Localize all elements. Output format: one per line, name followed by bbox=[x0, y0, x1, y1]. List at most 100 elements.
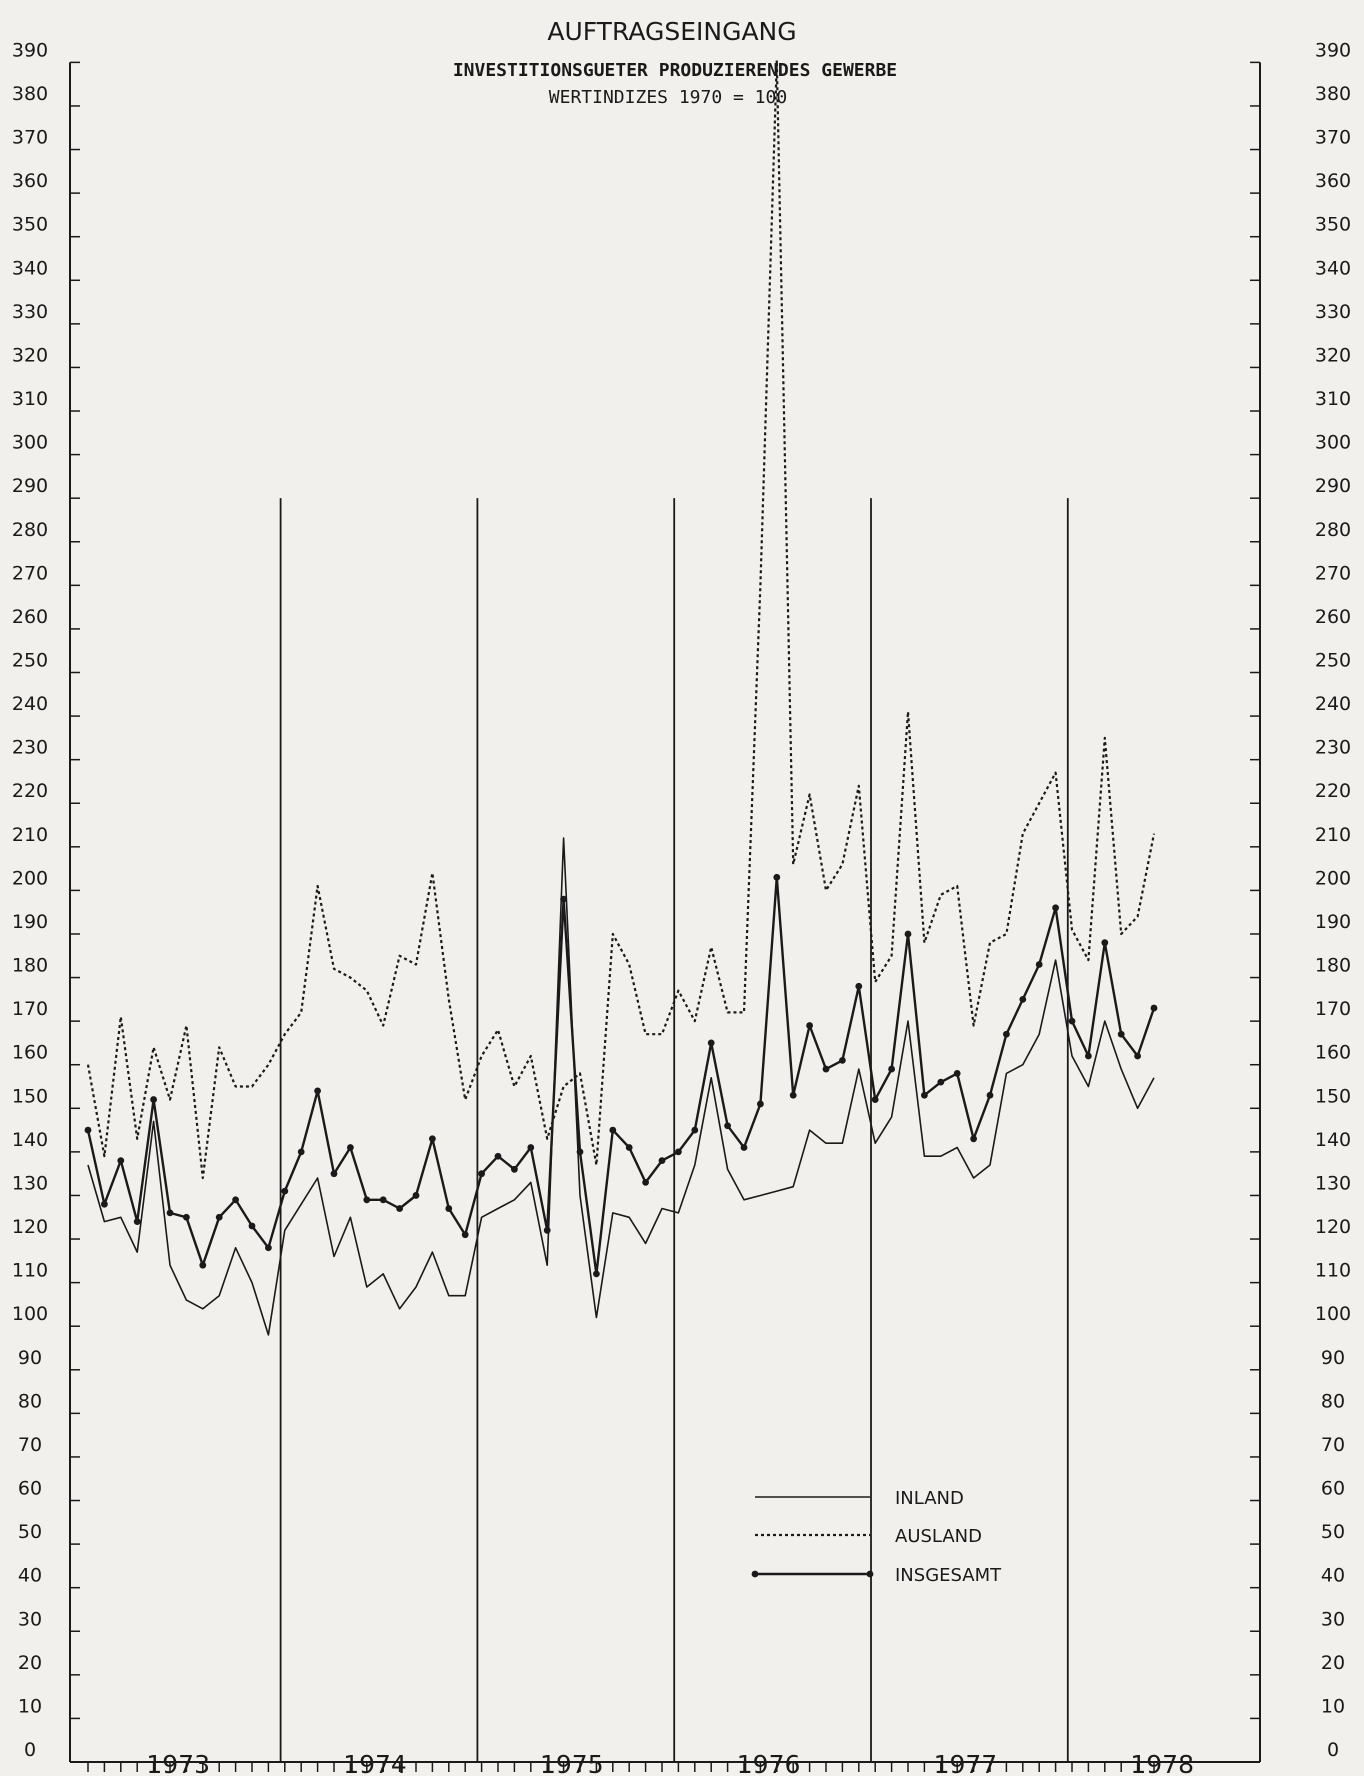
series-point-insgesamt bbox=[740, 1144, 748, 1151]
y-tick-label-right: 180 bbox=[1315, 955, 1351, 977]
y-tick-label-right: 40 bbox=[1321, 1565, 1345, 1587]
y-tick-label-right: 340 bbox=[1315, 257, 1351, 279]
series-point-insgesamt bbox=[248, 1222, 256, 1230]
legend-swatch-dot bbox=[866, 1570, 874, 1578]
y-tick-label-left: 310 bbox=[12, 388, 48, 410]
y-tick-label-left: 120 bbox=[12, 1216, 48, 1238]
series-point-insgesamt bbox=[297, 1148, 305, 1156]
x-year-label: 1974 bbox=[343, 1750, 407, 1776]
series-point-insgesamt bbox=[822, 1065, 830, 1073]
y-tick-label-right: 230 bbox=[1315, 737, 1351, 759]
series-point-insgesamt bbox=[84, 1126, 92, 1134]
y-tick-label-right: 210 bbox=[1315, 824, 1351, 846]
y-tick-label-left: 270 bbox=[12, 562, 48, 584]
y-tick-label-left: 320 bbox=[12, 344, 48, 366]
series-point-insgesamt bbox=[625, 1144, 633, 1151]
y-tick-label-right: 70 bbox=[1321, 1434, 1345, 1456]
series-point-insgesamt bbox=[166, 1209, 174, 1217]
y-tick-label-right: 370 bbox=[1315, 127, 1351, 149]
y-tick-label-left: 150 bbox=[12, 1085, 48, 1107]
series-point-insgesamt bbox=[150, 1096, 158, 1103]
series-point-insgesamt bbox=[609, 1126, 617, 1134]
series-point-insgesamt bbox=[330, 1170, 338, 1178]
y-tick-label-left: 50 bbox=[18, 1521, 42, 1543]
series-line-inland bbox=[87, 837, 1155, 1336]
series-point-insgesamt bbox=[1068, 1017, 1076, 1025]
series-point-insgesamt bbox=[199, 1261, 207, 1269]
y-tick-label-right: 260 bbox=[1315, 606, 1351, 628]
series-point-insgesamt bbox=[461, 1231, 469, 1239]
y-tick-label-left: 140 bbox=[12, 1129, 48, 1151]
y-tick-label-right: 150 bbox=[1315, 1085, 1351, 1107]
y-tick-label-right: 280 bbox=[1315, 519, 1351, 541]
series-point-insgesamt bbox=[642, 1178, 649, 1186]
y-tick-label-right: 320 bbox=[1315, 344, 1351, 366]
series-point-insgesamt bbox=[855, 982, 863, 990]
chart-subtitle-2: WERTINDIZES 1970 = 100 bbox=[549, 87, 787, 108]
y-tick-label-left: 180 bbox=[12, 955, 48, 977]
series-point-insgesamt bbox=[658, 1157, 666, 1164]
y-tick-label-right: 30 bbox=[1321, 1608, 1345, 1630]
y-tick-label-right: 20 bbox=[1321, 1652, 1345, 1674]
y-tick-label-left: 90 bbox=[18, 1347, 42, 1369]
y-tick-label-left: 160 bbox=[12, 1042, 48, 1064]
series-point-insgesamt bbox=[101, 1200, 108, 1208]
y-tick-label-left: 60 bbox=[18, 1478, 42, 1500]
y-tick-label-left: 110 bbox=[12, 1260, 48, 1282]
y-tick-label-right: 250 bbox=[1315, 650, 1351, 672]
y-tick-label-left: 70 bbox=[18, 1434, 42, 1456]
series-point-insgesamt bbox=[757, 1100, 764, 1108]
y-tick-label-right: 330 bbox=[1315, 301, 1351, 323]
y-tick-label-left: 350 bbox=[12, 214, 48, 236]
y-tick-label-right: 300 bbox=[1315, 432, 1351, 454]
series-point-insgesamt bbox=[1035, 961, 1043, 968]
legend-label-insgesamt: INSGESAMT bbox=[895, 1565, 1002, 1586]
y-tick-label-left: 380 bbox=[12, 83, 48, 105]
axes: 0 0 10 10 20 20 30 30 40 40 50 50 60 60 70 70 80 80 90 90 10… bbox=[12, 39, 1351, 1776]
series-point-insgesamt bbox=[429, 1135, 436, 1143]
y-tick-label-left: 200 bbox=[12, 867, 48, 889]
series-point-insgesamt bbox=[724, 1122, 731, 1130]
series-point-insgesamt bbox=[183, 1213, 190, 1221]
series-point-insgesamt bbox=[970, 1135, 977, 1143]
series-point-insgesamt bbox=[691, 1126, 699, 1134]
y-tick-label-left: 260 bbox=[12, 606, 48, 628]
y-tick-label-right: 90 bbox=[1321, 1347, 1345, 1369]
series-point-insgesamt bbox=[773, 873, 781, 881]
y-tick-label-left: 40 bbox=[18, 1565, 42, 1587]
y-tick-label-left: 370 bbox=[12, 127, 48, 149]
series-point-insgesamt bbox=[511, 1165, 518, 1173]
y-tick-label-left: 170 bbox=[12, 998, 48, 1020]
series-point-insgesamt bbox=[265, 1244, 272, 1252]
series-point-insgesamt bbox=[215, 1213, 223, 1221]
chart-subtitle: INVESTITIONSGUETER PRODUZIERENDES GEWERB… bbox=[453, 60, 897, 81]
y-tick-label-left: 190 bbox=[12, 911, 48, 933]
series-line-insgesamt bbox=[86, 876, 1156, 1276]
y-tick-label-right: 360 bbox=[1315, 170, 1351, 192]
y-tick-label-left: 210 bbox=[12, 824, 48, 846]
y-tick-label-right: 270 bbox=[1315, 562, 1351, 584]
series-point-insgesamt bbox=[953, 1070, 961, 1077]
series-point-insgesamt bbox=[1150, 1004, 1158, 1012]
y-tick-label-left: 290 bbox=[12, 475, 48, 497]
y-tick-label-right: 200 bbox=[1315, 867, 1351, 889]
series-point-insgesamt bbox=[921, 1091, 928, 1099]
y-tick-label-right: 60 bbox=[1321, 1478, 1345, 1500]
y-tick-label-left: 30 bbox=[18, 1608, 42, 1630]
series-point-insgesamt bbox=[543, 1226, 551, 1234]
y-tick-label-left: 130 bbox=[12, 1172, 48, 1194]
series-point-insgesamt bbox=[412, 1192, 420, 1199]
series-point-insgesamt bbox=[871, 1096, 879, 1103]
x-year-label: 1976 bbox=[737, 1750, 801, 1776]
series-line-ausland bbox=[86, 59, 1156, 1180]
series-point-insgesamt bbox=[527, 1144, 535, 1151]
y-tick-label-right: 0 bbox=[1327, 1739, 1339, 1761]
y-tick-label-left: 220 bbox=[12, 780, 48, 802]
series-point-insgesamt bbox=[363, 1196, 371, 1204]
series-point-insgesamt bbox=[560, 895, 567, 903]
series-point-insgesamt bbox=[1052, 904, 1059, 912]
x-year-label: 1977 bbox=[934, 1750, 998, 1776]
y-tick-label-right: 80 bbox=[1321, 1390, 1345, 1412]
series-point-insgesamt bbox=[937, 1078, 945, 1086]
